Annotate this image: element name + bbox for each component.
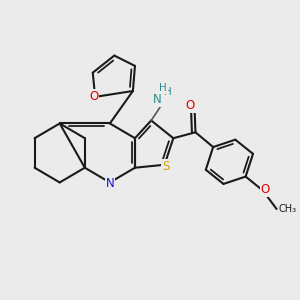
Text: N: N (106, 177, 114, 190)
Text: O: O (260, 183, 270, 196)
Text: O: O (185, 99, 195, 112)
Text: N: N (153, 93, 161, 106)
Text: H: H (159, 83, 167, 93)
Text: CH₃: CH₃ (278, 204, 296, 214)
Text: H: H (164, 87, 172, 97)
Text: S: S (162, 160, 169, 173)
Text: O: O (89, 90, 98, 104)
